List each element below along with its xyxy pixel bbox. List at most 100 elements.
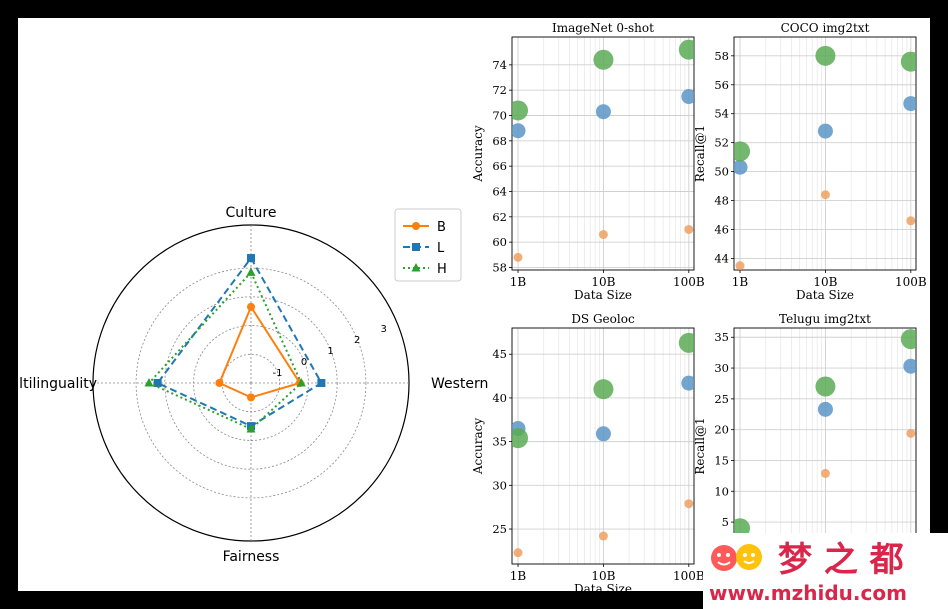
y-axis-label: Accuracy [471,125,485,182]
series-line-B [218,304,302,399]
y-tick-label: 15 [714,453,729,467]
data-point-large [678,39,694,60]
x-tick-label: 100B [673,569,705,583]
x-tick-label: 1B [510,275,527,289]
x-tick-label: 100B [895,275,927,289]
series-point [144,378,154,387]
data-point-large [900,329,916,350]
legend-frame [394,208,462,282]
data-point-large [815,376,836,397]
radar-tick-label: 1 [327,346,333,357]
data-point-medium [512,123,526,139]
data-point-large [593,49,614,70]
data-point-large [512,100,529,121]
x-axis-label: Data Size [796,288,854,302]
data-point-large [900,51,916,72]
panel-title: ImageNet 0-shot [552,21,654,35]
radar-axis-label: Fairness [223,549,280,565]
data-point-medium [595,426,611,442]
series-point [412,222,420,230]
series-line-H [147,270,303,431]
panel-title: Telugu img2txt [779,312,871,326]
radar-tick-label: 3 [381,324,387,335]
series-point [247,393,255,402]
x-tick-label: 10B [813,275,837,289]
data-points [512,332,694,558]
y-tick-label: 46 [714,222,729,236]
data-point-medium [903,358,916,374]
data-point-medium [681,89,694,105]
radar-chart: Culture Western Fairness Multilinguality -1 0… [0,205,488,565]
x-axis-label: Data Size [574,288,632,302]
watermark-url: www.mzhidu.com [709,581,907,605]
data-point-large [512,428,529,449]
data-point-large [734,141,751,162]
data-point-medium [681,375,694,391]
y-tick-label: 74 [492,58,507,72]
watermark-brand: 梦 之 都 [778,540,904,580]
x-tick-label: 1B [510,569,527,583]
data-point-large [593,379,614,400]
y-tick-label: 68 [492,134,507,148]
y-tick-label: 64 [492,184,507,198]
y-tick-label: 10 [714,484,729,498]
data-point-large [815,45,836,66]
y-tick-label: 54 [714,107,729,121]
y-tick-label: 25 [492,522,507,536]
data-point-small [820,468,830,478]
series-point [247,302,255,311]
series-point [153,379,162,387]
data-points [734,45,916,270]
panel-title: DS Geoloc [571,312,635,326]
y-tick-label: 45 [492,347,507,361]
data-point-small [513,252,523,262]
radar-axis-label: Western [431,376,488,392]
series-point [296,378,306,387]
data-point-small [735,261,745,270]
y-axis-label: Recall@1 [693,417,707,474]
data-point-small [598,230,608,240]
y-tick-label: 70 [492,109,507,123]
y-tick-label: 62 [492,210,507,224]
data-point-small [513,548,523,558]
x-axis-label: Data Size [574,582,632,591]
data-points [512,39,694,262]
y-tick-label: 5 [722,515,729,529]
y-tick-label: 72 [492,83,507,97]
data-point-small [598,531,608,541]
x-tick-label: 10B [591,275,615,289]
series-point [412,243,420,251]
data-point-small [820,190,830,200]
y-tick-label: 48 [714,194,729,208]
series-point [215,379,224,387]
figure-svg: Culture Western Fairness Multilinguality -1 0… [0,21,927,596]
scatter-panel: 44 46 48 50 52 54 56 58 1B 10B 100B COCO img2txt Dat… [693,21,927,302]
y-tick-label: 58 [714,49,729,63]
data-point-medium [817,123,833,139]
plot-frame [511,36,695,271]
radar-tick-label: -1 [273,368,283,379]
scatter-panel: 25 30 35 40 45 1B 10B 100B DS Geoloc Data Size Acc… [471,312,705,596]
radar-tick-label: 2 [354,335,360,346]
y-tick-label: 30 [492,478,507,492]
data-point-small [906,428,916,438]
y-tick-label: 58 [492,260,507,274]
legend-label-H: H [437,262,447,277]
series-point [411,263,421,272]
data-point-medium [817,401,833,417]
y-axis-label: Accuracy [471,418,485,475]
y-tick-label: 40 [492,391,507,405]
series-point [317,379,326,387]
radar-tick-label: 0 [301,357,307,368]
data-point-small [684,224,694,234]
series-point [246,267,256,276]
y-tick-label: 56 [714,78,729,92]
panel-title: COCO img2txt [781,21,870,35]
y-tick-label: 25 [714,392,729,406]
y-tick-label: 35 [492,435,507,449]
figure-panel: Culture Western Fairness Multilinguality -1 0… [0,18,930,596]
watermark: 梦 之 都 www.mzhidu.com [703,533,948,609]
series-point [247,254,255,263]
data-point-small [684,499,694,509]
